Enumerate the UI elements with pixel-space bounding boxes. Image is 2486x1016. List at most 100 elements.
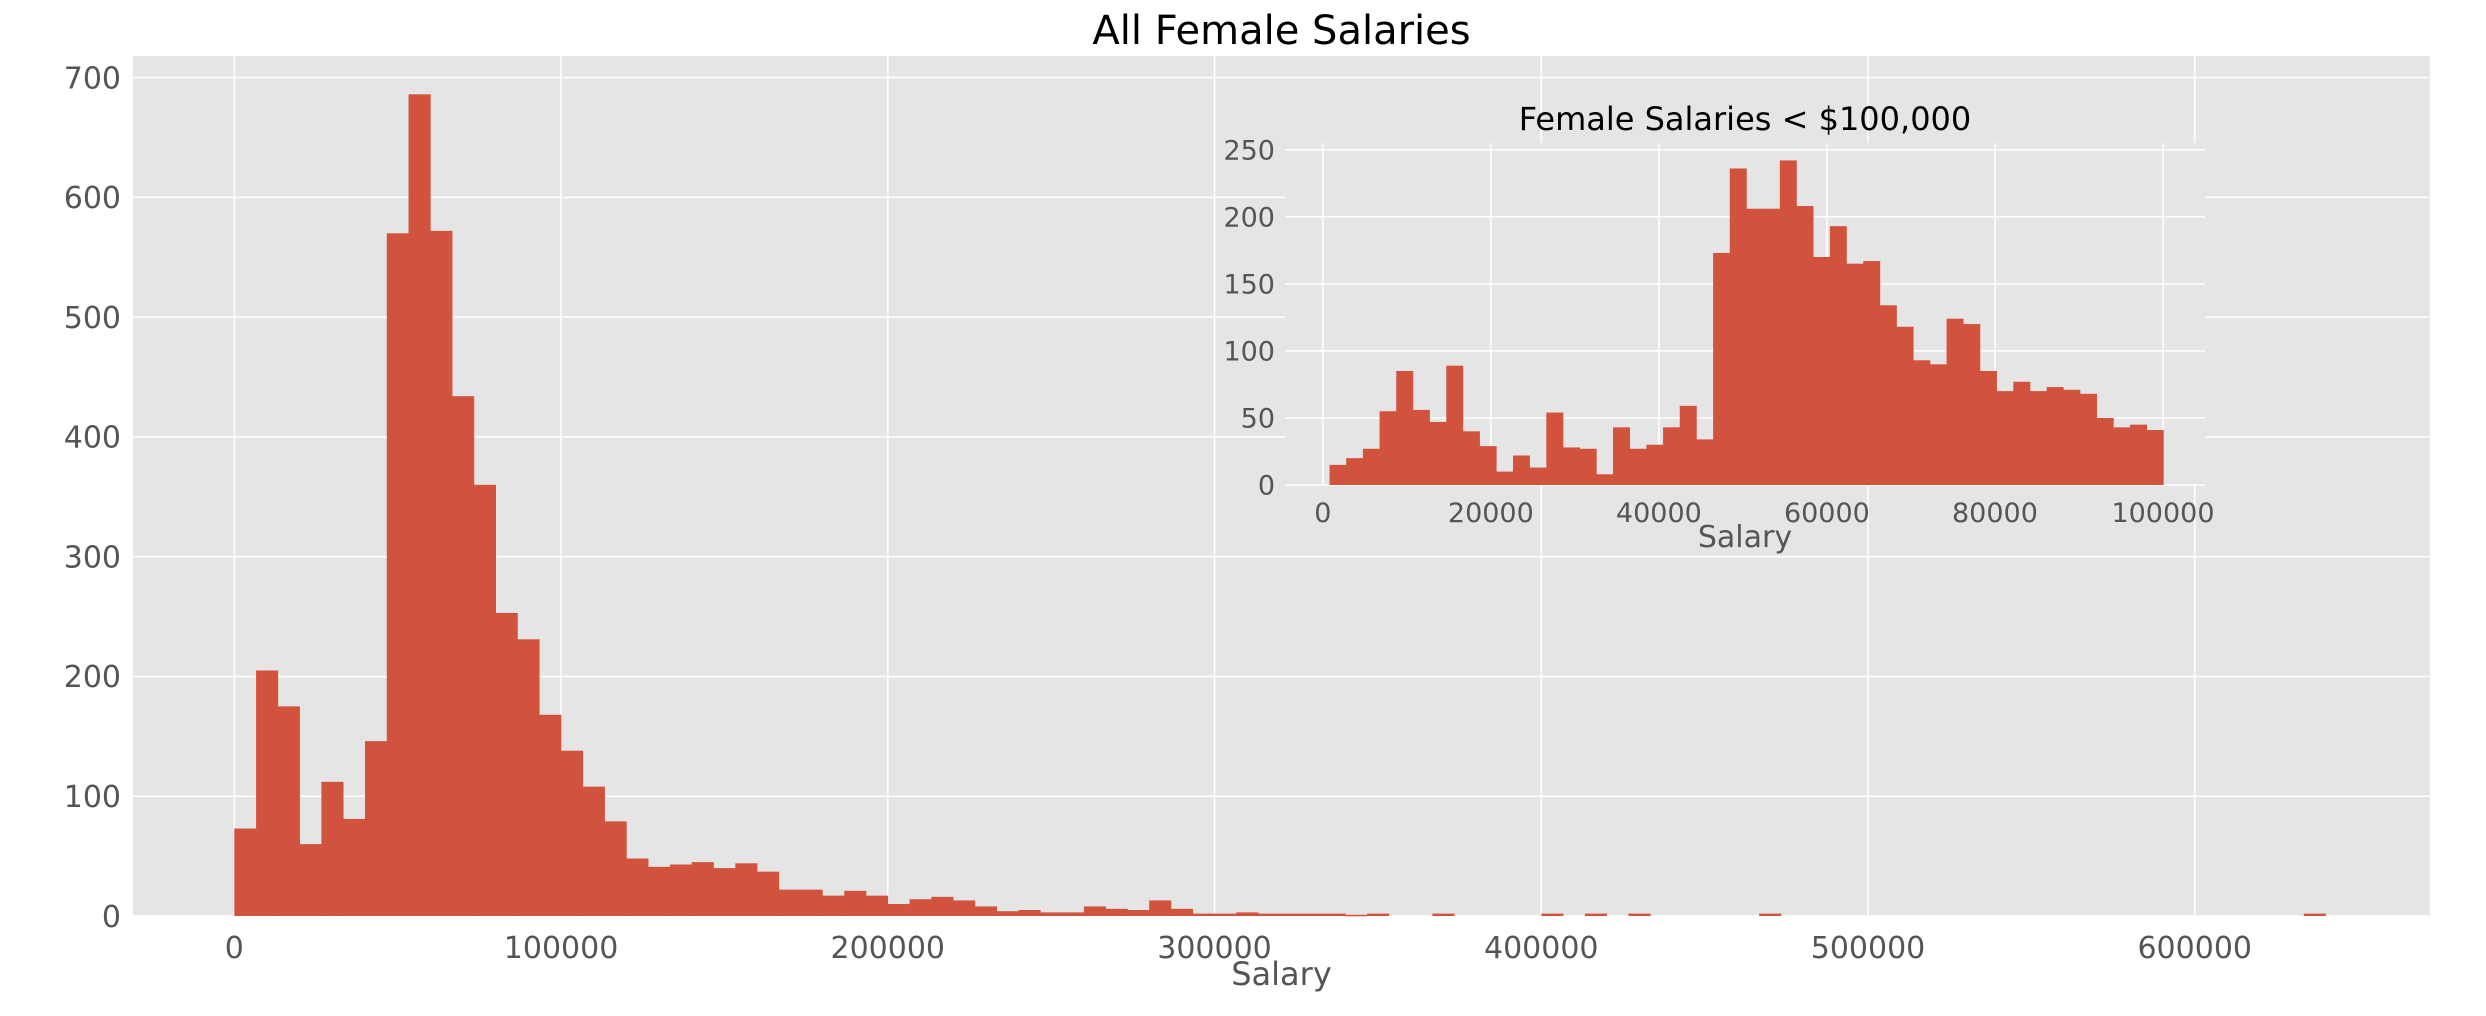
inset-histogram-bar	[1913, 360, 1931, 485]
main-histogram-bar	[974, 906, 998, 916]
inset-histogram-bar	[1663, 427, 1681, 485]
main-histogram-bar	[604, 821, 627, 916]
main-histogram-bar	[1105, 908, 1128, 916]
inset-y-tick-label: 250	[1223, 135, 1275, 166]
main-y-tick-label: 700	[64, 61, 121, 96]
inset-bars	[1329, 160, 2164, 486]
main-x-axis-label: Salary	[1231, 955, 1332, 993]
main-x-tick-label: 500000	[1811, 931, 1926, 966]
main-histogram-bar	[495, 612, 518, 916]
main-histogram-bar	[299, 844, 322, 916]
inset-histogram-bar	[1863, 261, 1881, 485]
inset-histogram-bar	[1379, 411, 1397, 485]
inset-histogram-bar	[1596, 474, 1614, 485]
main-x-tick-label: 600000	[2137, 931, 2252, 966]
main-histogram-bar	[256, 670, 279, 916]
main-histogram-bar	[1127, 910, 1150, 916]
main-histogram-bar	[517, 639, 540, 916]
inset-histogram-bar	[1996, 391, 2014, 485]
main-histogram-bar	[277, 706, 300, 916]
inset-histogram-bar	[1579, 448, 1597, 485]
inset-histogram-bar	[1829, 226, 1847, 485]
main-histogram-bar	[1149, 900, 1172, 916]
inset-x-tick-label: 60000	[1784, 498, 1870, 529]
main-histogram-bar	[691, 862, 714, 916]
main-histogram-bar	[669, 864, 693, 916]
main-histogram-bar	[430, 230, 453, 917]
main-histogram-bar	[800, 889, 823, 916]
main-histogram-bar	[582, 786, 605, 916]
inset-histogram-bar	[1412, 409, 1430, 485]
main-histogram-bar	[866, 895, 889, 916]
main-histogram-bar	[996, 911, 1019, 916]
main-histogram-bar	[1759, 913, 1782, 916]
main-histogram-bar	[844, 890, 867, 916]
main-histogram-bar	[321, 781, 344, 916]
inset-x-axis-label: Salary	[1698, 520, 1792, 555]
inset-histogram-bar	[1779, 160, 1797, 485]
inset-x-tick-label: 80000	[1952, 498, 2038, 529]
inset-histogram-bar	[2063, 389, 2081, 485]
inset-histogram-bar	[1646, 444, 1664, 485]
inset-histogram-bar	[2080, 393, 2098, 485]
main-histogram-bar	[735, 863, 758, 916]
inset-histogram-bar	[2029, 391, 2047, 485]
inset-y-tick-label: 200	[1223, 202, 1275, 233]
main-y-tick-label: 500	[64, 301, 121, 336]
inset-histogram-bar	[1629, 448, 1647, 485]
main-histogram-bar	[1628, 913, 1651, 916]
inset-histogram-bar	[1729, 168, 1747, 485]
main-histogram-bar	[931, 896, 954, 916]
inset-histogram-bar	[1929, 364, 1947, 485]
main-histogram-bar	[1279, 913, 1303, 916]
inset-x-tick-label: 100000	[2111, 498, 2214, 529]
main-histogram-bar	[909, 899, 932, 916]
inset-histogram-bar	[2046, 387, 2064, 485]
inset-histogram-bar	[1879, 305, 1897, 485]
main-histogram-bar	[386, 233, 409, 916]
main-y-tick-label: 300	[64, 540, 121, 575]
inset-histogram-bar	[1329, 464, 1347, 485]
inset-histogram-bar	[1462, 431, 1480, 485]
inset-histogram-bar	[1546, 412, 1564, 485]
inset-histogram-bar	[1846, 263, 1864, 485]
main-chart-title: All Female Salaries	[1092, 8, 1470, 54]
main-histogram-bar	[1018, 910, 1041, 916]
main-histogram-bar	[822, 895, 845, 916]
inset-histogram-bar	[1563, 447, 1580, 485]
main-histogram-bar	[778, 889, 801, 916]
main-x-tick-label: 0	[225, 931, 244, 966]
inset-chart-title: Female Salaries < $100,000	[1519, 100, 1972, 138]
inset-histogram-bar	[1813, 257, 1831, 485]
main-histogram-bar	[1062, 912, 1085, 916]
main-histogram-bar	[887, 904, 910, 916]
main-histogram-bar	[1541, 913, 1564, 916]
main-histogram-bar	[1040, 912, 1063, 916]
inset-histogram-bar	[1946, 318, 1964, 485]
inset-histogram-bar	[1496, 471, 1514, 485]
main-histogram-bar	[343, 818, 366, 916]
main-histogram-bar	[757, 871, 780, 916]
inset-histogram-bar	[1479, 446, 1497, 485]
inset-histogram-bar	[2146, 430, 2164, 485]
main-histogram-bar	[1192, 913, 1215, 916]
main-histogram-bar	[1301, 913, 1324, 916]
main-histogram-bar	[234, 828, 257, 916]
main-histogram-bar	[1345, 914, 1368, 917]
main-y-tick-label: 100	[64, 780, 121, 815]
main-x-tick-label: 300000	[1157, 931, 1272, 966]
main-histogram-bar	[953, 900, 976, 916]
main-histogram-bar	[1083, 906, 1106, 916]
main-histogram-bar	[473, 484, 496, 916]
inset-histogram-bar	[1613, 427, 1631, 485]
main-histogram-bar	[539, 714, 562, 916]
main-histogram-bar	[1258, 913, 1281, 916]
inset-histogram-bar	[2013, 381, 2031, 485]
inset-histogram-bar	[2113, 427, 2131, 485]
inset-histogram-bar	[2130, 424, 2148, 485]
main-histogram-bar	[1170, 908, 1194, 916]
inset-y-tick-label: 150	[1223, 270, 1275, 301]
main-histogram-bar	[1432, 913, 1455, 916]
inset-histogram-bar	[1679, 405, 1697, 485]
main-histogram-bar	[1236, 912, 1259, 916]
